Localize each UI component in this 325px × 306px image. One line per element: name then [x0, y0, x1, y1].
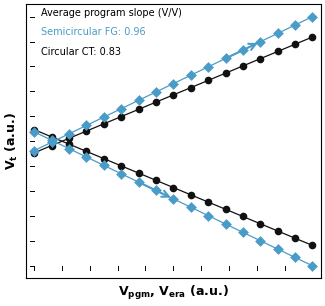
Point: [258, 238, 263, 243]
Point: [188, 205, 193, 210]
Point: [32, 150, 37, 155]
Point: [171, 196, 176, 201]
Point: [240, 48, 245, 53]
Point: [205, 213, 211, 218]
Point: [292, 236, 298, 241]
Point: [223, 207, 228, 212]
X-axis label: V$_\mathregular{pgm}$, V$_\mathregular{era}$ (a.u.): V$_\mathregular{pgm}$, V$_\mathregular{e…: [118, 284, 229, 302]
Point: [205, 200, 211, 204]
Point: [292, 42, 298, 47]
Point: [153, 90, 159, 95]
Point: [292, 255, 298, 260]
Point: [66, 136, 72, 141]
Point: [240, 64, 245, 69]
Point: [223, 56, 228, 61]
Point: [66, 131, 72, 136]
Point: [275, 49, 280, 54]
Point: [188, 192, 193, 197]
Point: [171, 92, 176, 97]
Point: [101, 121, 106, 126]
Point: [119, 114, 124, 119]
Point: [101, 163, 106, 168]
Point: [275, 31, 280, 36]
Point: [136, 171, 141, 176]
Point: [188, 73, 193, 78]
Point: [119, 106, 124, 111]
Point: [32, 129, 37, 134]
Point: [153, 100, 159, 105]
Point: [258, 221, 263, 226]
Point: [275, 229, 280, 233]
Point: [84, 123, 89, 128]
Point: [258, 39, 263, 44]
Point: [136, 180, 141, 185]
Point: [205, 65, 211, 69]
Point: [153, 188, 159, 193]
Text: Average program slope (V/V): Average program slope (V/V): [41, 8, 181, 18]
Point: [66, 146, 72, 151]
Point: [275, 247, 280, 252]
Point: [171, 185, 176, 190]
Point: [66, 142, 72, 147]
Point: [223, 222, 228, 226]
Point: [49, 143, 54, 148]
Point: [240, 214, 245, 219]
Y-axis label: V$_\mathregular{t}$ (a.u.): V$_\mathregular{t}$ (a.u.): [4, 112, 20, 170]
Point: [101, 115, 106, 120]
Point: [240, 230, 245, 235]
Point: [101, 156, 106, 161]
Point: [258, 56, 263, 61]
Point: [49, 134, 54, 139]
Point: [310, 14, 315, 19]
Point: [188, 85, 193, 90]
Point: [310, 263, 315, 268]
Text: Semicircular FG: 0.96: Semicircular FG: 0.96: [41, 28, 145, 37]
Point: [171, 81, 176, 86]
Point: [49, 140, 54, 145]
Point: [136, 107, 141, 112]
Point: [153, 178, 159, 183]
Point: [84, 129, 89, 133]
Point: [223, 71, 228, 76]
Point: [119, 163, 124, 168]
Point: [136, 98, 141, 103]
Point: [205, 78, 211, 83]
Point: [32, 148, 37, 153]
Point: [310, 35, 315, 39]
Text: Circular CT: 0.83: Circular CT: 0.83: [41, 47, 121, 57]
Point: [32, 127, 37, 132]
Point: [119, 171, 124, 176]
Point: [84, 155, 89, 159]
Point: [84, 149, 89, 154]
Point: [310, 243, 315, 248]
Point: [49, 138, 54, 143]
Point: [292, 23, 298, 28]
